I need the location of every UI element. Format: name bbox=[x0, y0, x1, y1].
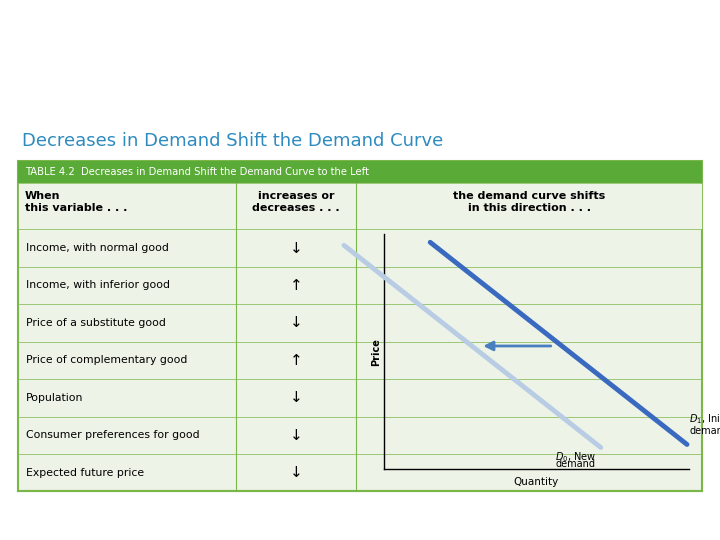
Text: 4.4 MARKET EFFECTS OF CHANGES IN: 4.4 MARKET EFFECTS OF CHANGES IN bbox=[20, 22, 549, 46]
Text: demand: demand bbox=[556, 460, 595, 469]
Bar bbox=[18, 161, 702, 183]
Text: in this direction . . .: in this direction . . . bbox=[467, 203, 590, 213]
Bar bbox=[18, 183, 702, 230]
Text: the demand curve shifts: the demand curve shifts bbox=[453, 191, 605, 201]
Text: Price: Price bbox=[371, 338, 381, 366]
Text: When: When bbox=[25, 191, 60, 201]
Text: Price of a substitute good: Price of a substitute good bbox=[26, 318, 166, 328]
Text: this variable . . .: this variable . . . bbox=[25, 203, 127, 213]
Text: Income, with inferior good: Income, with inferior good bbox=[26, 280, 170, 291]
Text: $D_0$, New: $D_0$, New bbox=[554, 450, 595, 464]
Text: TABLE 4.2  Decreases in Demand Shift the Demand Curve to the Left: TABLE 4.2 Decreases in Demand Shift the … bbox=[25, 167, 369, 177]
Text: ↓: ↓ bbox=[289, 390, 302, 406]
Text: Decreases in Demand Shift the Demand Curve: Decreases in Demand Shift the Demand Cur… bbox=[22, 132, 444, 150]
Text: increases or: increases or bbox=[258, 191, 334, 201]
Text: demand: demand bbox=[689, 427, 720, 436]
Text: $D_1$, Initial: $D_1$, Initial bbox=[689, 413, 720, 427]
Text: Expected future price: Expected future price bbox=[26, 468, 144, 478]
Text: ↓: ↓ bbox=[289, 240, 302, 255]
Text: ↓: ↓ bbox=[289, 428, 302, 443]
Text: (6 of 6): (6 of 6) bbox=[161, 72, 216, 87]
Text: ↑: ↑ bbox=[289, 353, 302, 368]
Text: ↓: ↓ bbox=[289, 465, 302, 480]
Text: ↑: ↑ bbox=[289, 278, 302, 293]
Text: Quantity: Quantity bbox=[514, 477, 559, 488]
Text: Copyright © 2017, 2015, 2012 Pearson Education, Inc. All Rights Reserved: Copyright © 2017, 2015, 2012 Pearson Edu… bbox=[18, 517, 373, 526]
Text: Income, with normal good: Income, with normal good bbox=[26, 243, 169, 253]
Text: Population: Population bbox=[26, 393, 84, 403]
Text: PEARSON: PEARSON bbox=[600, 513, 702, 531]
Text: decreases . . .: decreases . . . bbox=[252, 203, 340, 213]
Text: Price of complementary good: Price of complementary good bbox=[26, 355, 187, 366]
Text: ↓: ↓ bbox=[289, 315, 302, 330]
Bar bbox=[18, 161, 702, 491]
Text: Consumer preferences for good: Consumer preferences for good bbox=[26, 430, 199, 440]
Text: DEMAND: DEMAND bbox=[20, 72, 143, 96]
